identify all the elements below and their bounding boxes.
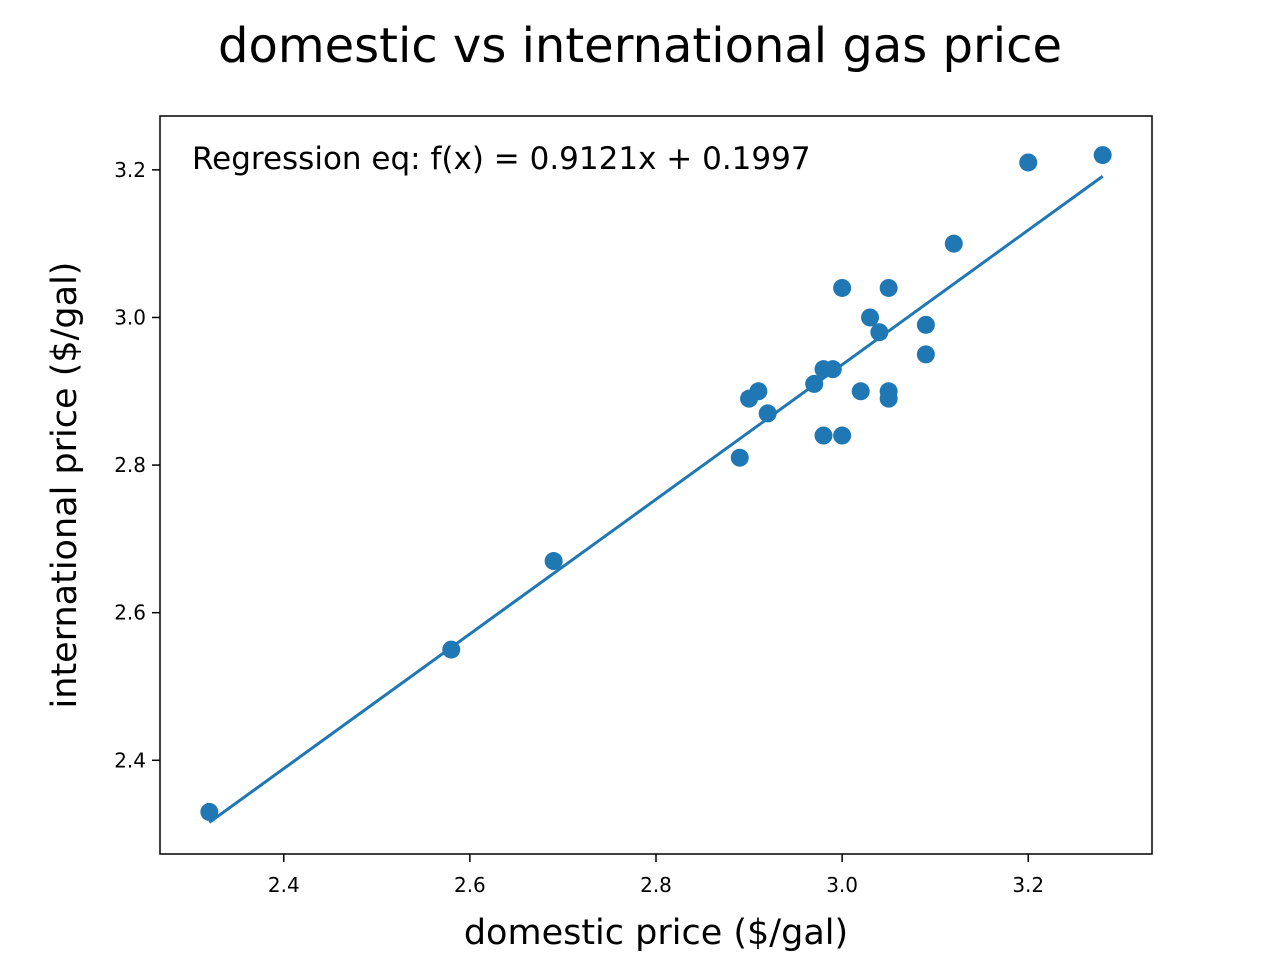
x-tick-label: 3.0 <box>826 873 858 897</box>
data-point <box>749 382 768 401</box>
x-axis-ticks: 2.4 2.6 2.8 3.0 3.2 <box>268 854 1044 897</box>
x-tick-label: 2.4 <box>268 873 300 897</box>
data-point <box>879 389 898 408</box>
data-point <box>730 448 749 467</box>
data-point <box>200 802 219 821</box>
chart-title: domestic vs international gas price <box>218 18 1062 74</box>
x-tick-label: 3.2 <box>1012 873 1044 897</box>
data-point <box>442 640 461 659</box>
y-tick-label: 3.2 <box>114 158 146 182</box>
x-tick-label: 2.8 <box>640 873 672 897</box>
data-point <box>916 315 935 334</box>
data-point <box>1019 153 1038 172</box>
points-layer <box>200 146 1112 821</box>
regression-equation: Regression eq: f(x) = 0.9121x + 0.1997 <box>192 141 811 177</box>
data-point <box>814 426 833 445</box>
data-point <box>870 323 889 342</box>
y-tick-label: 2.8 <box>114 453 146 477</box>
data-point <box>833 278 852 297</box>
plot-frame <box>159 115 1153 855</box>
x-tick-label: 2.6 <box>454 873 486 897</box>
data-point <box>879 278 898 297</box>
data-point <box>544 552 563 571</box>
y-tick-label: 2.6 <box>114 601 146 625</box>
plot-area: Regression eq: f(x) = 0.9121x + 0.1997 <box>159 115 1153 855</box>
data-point <box>851 382 870 401</box>
data-point <box>758 404 777 423</box>
data-point <box>823 360 842 379</box>
y-axis-ticks: 2.4 2.6 2.8 3.0 3.2 <box>114 158 160 772</box>
data-point <box>833 426 852 445</box>
data-point <box>944 234 963 253</box>
data-point <box>805 374 824 393</box>
regression-layer <box>208 175 1104 824</box>
x-axis-label: domestic price ($/gal) <box>464 913 848 953</box>
data-point <box>861 308 880 327</box>
data-point <box>1093 146 1112 165</box>
y-tick-label: 2.4 <box>114 748 146 772</box>
data-point <box>916 345 935 364</box>
regression-line <box>208 175 1104 824</box>
y-tick-label: 3.0 <box>114 305 146 329</box>
y-axis-label: international price ($/gal) <box>45 262 85 709</box>
